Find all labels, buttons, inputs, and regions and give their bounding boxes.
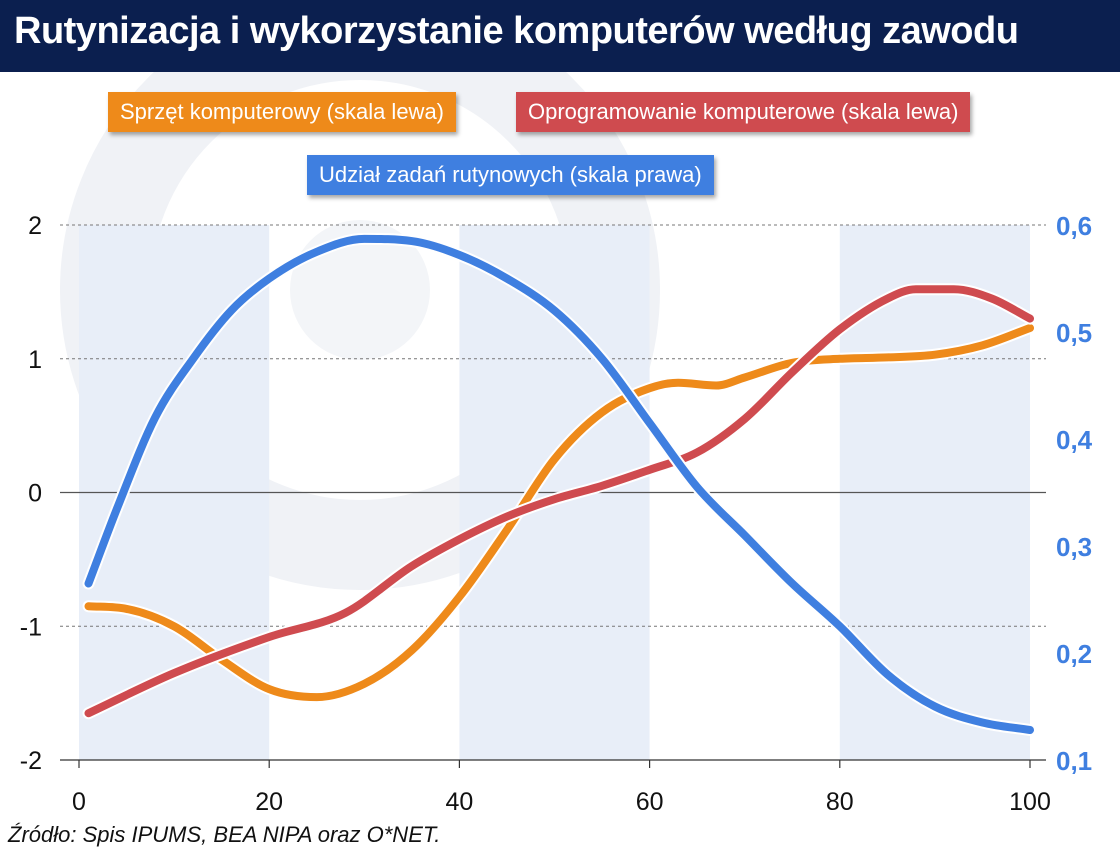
x-tick-label-1: 20 xyxy=(255,788,283,816)
y-left-tick-label-2: 0 xyxy=(28,480,42,508)
chart-title: Rutynizacja i wykorzystanie komputerów w… xyxy=(14,10,1019,52)
chart-axes: 0 20 40 60 80 100 2 1 0 -1 -2 0,6 0,5 0,4 0,3 0,2 0,1 xyxy=(20,211,1093,816)
y-left-tick-label-3: -1 xyxy=(20,613,42,641)
x-tick-label-2: 40 xyxy=(445,788,473,816)
chart-series xyxy=(82,232,1036,736)
x-tick-label-4: 80 xyxy=(826,788,854,816)
y-right-tick-label-2: 0,4 xyxy=(1056,425,1093,455)
legend-routine: Udział zadań rutynowych (skala prawa) xyxy=(307,155,714,195)
legend-hardware: Sprzęt komputerowy (skala lewa) xyxy=(108,92,457,132)
series-routine-line xyxy=(84,234,1034,734)
source-note: Źródło: Spis IPUMS, BEA NIPA oraz O*NET. xyxy=(8,822,441,847)
x-tick-label-3: 60 xyxy=(636,788,664,816)
title-bar: Rutynizacja i wykorzystanie komputerów w… xyxy=(0,0,1120,72)
y-right-tick-label-1: 0,5 xyxy=(1056,318,1092,348)
y-right-tick-label-4: 0,2 xyxy=(1056,639,1092,669)
legend-software: Oprogramowanie komputerowe (skala lewa) xyxy=(516,92,971,132)
y-left-tick-label-4: -2 xyxy=(20,747,42,775)
y-right-tick-label-5: 0,1 xyxy=(1056,746,1092,776)
series-hardware-line xyxy=(84,324,1034,702)
y-left-tick-label-1: 1 xyxy=(28,346,42,374)
y-right-tick-label-3: 0,3 xyxy=(1056,532,1092,562)
x-tick-label-5: 100 xyxy=(1009,788,1051,816)
watermark-core xyxy=(290,220,430,360)
y-left-tick-label-0: 2 xyxy=(28,212,42,240)
x-tick-label-0: 0 xyxy=(72,788,86,816)
series-software-line xyxy=(84,285,1034,718)
y-right-tick-label-0: 0,6 xyxy=(1056,211,1092,241)
chart-area: 0 20 40 60 80 100 2 1 0 -1 -2 0,6 0,5 0,4 0,3 0,2 0,1 xyxy=(20,72,1093,816)
